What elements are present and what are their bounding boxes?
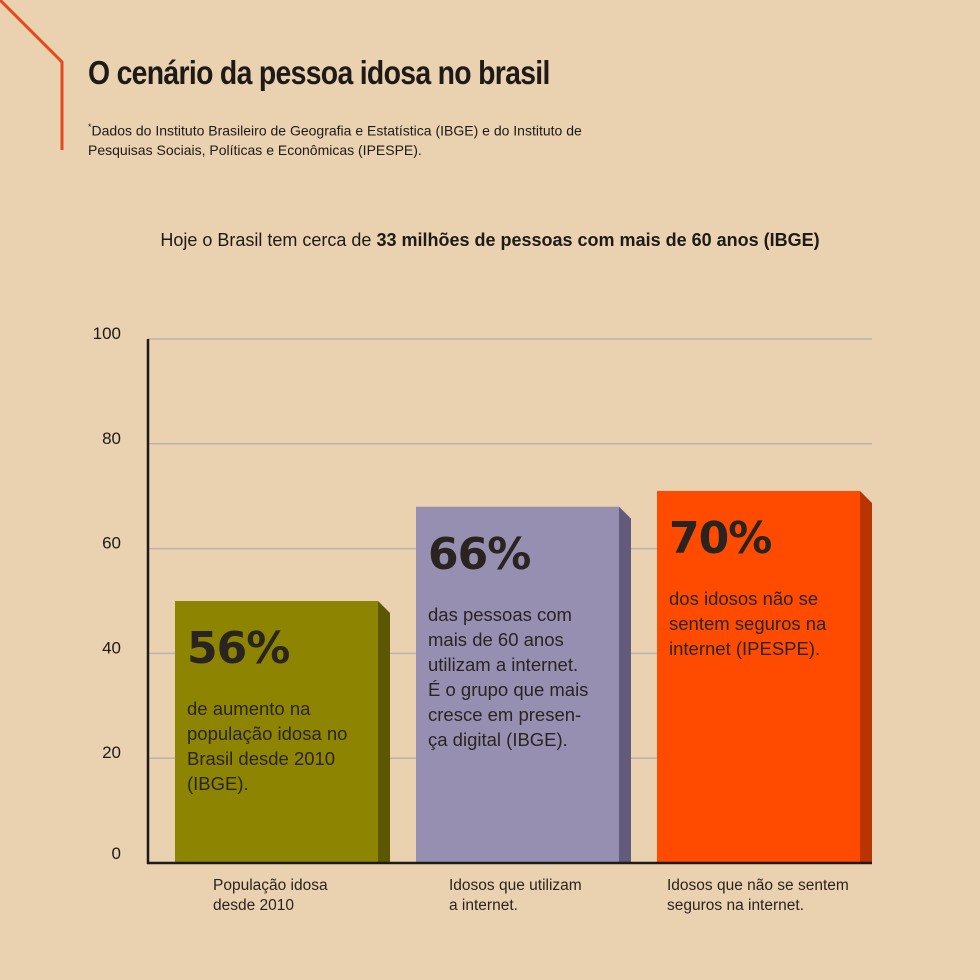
y-tick-label: 20 — [102, 743, 121, 762]
y-tick-label: 40 — [102, 638, 121, 657]
bar-side — [378, 601, 390, 863]
y-tick-label: 0 — [112, 844, 121, 863]
bar-description-line: mais de 60 anos — [428, 628, 564, 650]
corner-accent-line — [0, 0, 64, 150]
bar — [175, 601, 378, 863]
bar-description-line: internet (IPESPE). — [669, 637, 821, 659]
bar-description-line: de aumento na — [187, 698, 311, 719]
bar-description: dos idosos não se sentem seguros na intern… — [669, 586, 856, 661]
bar-description-line: das pessoas com — [428, 603, 572, 625]
bar-description: das pessoas com mais de 60 anos utilizam a… — [428, 602, 615, 752]
bar-value-label: 56% — [187, 623, 290, 674]
bar-description-line: cresce em presen- — [428, 703, 582, 725]
x-category-label-line: Idosos que não se sentem — [667, 877, 849, 894]
bar-description-line: população idosa no — [187, 723, 348, 744]
x-category-label-line: seguros na internet. — [667, 897, 805, 914]
page-title: O cenário da pessoa idosa no brasil — [88, 54, 550, 91]
bar — [657, 490, 860, 863]
bar-description-line: ça digital (IBGE). — [428, 728, 568, 750]
bar-description-line: dos idosos não se — [669, 587, 819, 609]
x-category-label-line: Idosos que utilizam — [449, 877, 582, 894]
headline-bold: 33 milhões de pessoas com mais de 60 ano… — [376, 230, 820, 250]
y-tick-label: 60 — [102, 534, 121, 553]
headline-prefix: Hoje o Brasil tem cerca de — [160, 230, 377, 250]
y-tick-label: 80 — [102, 429, 121, 448]
bar-description-line: Brasil desde 2010 — [187, 748, 336, 769]
source-note: *Dados do Instituto Brasileiro de Geogra… — [88, 118, 628, 160]
bar — [416, 506, 619, 863]
bar-annotation: 56% de aumento na população idosa no Brasil… — [187, 623, 374, 796]
x-category-label-line: desde 2010 — [213, 897, 295, 914]
x-category-label: Idosos que não se sentem seguros na inter… — [667, 876, 849, 916]
bar-annotation: 70% dos idosos não se sentem seguros na int… — [669, 513, 856, 661]
chart-headline: Hoje o Brasil tem cerca de 33 milhões de… — [0, 230, 980, 251]
bar-description-line: sentem seguros na — [669, 612, 827, 634]
x-category-label-line: a internet. — [449, 897, 518, 914]
bar-value-label: 66% — [428, 528, 531, 580]
bar-side — [860, 490, 872, 863]
bar-description-line: É o grupo que mais — [428, 678, 589, 700]
bar-description-line: utilizam a internet. — [428, 653, 579, 675]
source-note-text: Dados do Instituto Brasileiro de Geograf… — [88, 122, 582, 158]
bar-description: de aumento na população idosa no Brasil de… — [187, 696, 374, 796]
bar-value-label: 70% — [669, 512, 772, 564]
y-tick-label: 100 — [93, 324, 121, 343]
x-category-label: População idosa desde 2010 — [213, 876, 328, 916]
x-category-label-line: População idosa — [213, 877, 328, 894]
bar-annotation: 66% das pessoas com mais de 60 anos utiliza… — [428, 529, 615, 752]
source-asterisk: * — [88, 122, 92, 132]
bar-side — [619, 506, 631, 863]
x-category-label: Idosos que utilizam a internet. — [449, 876, 582, 916]
bar-description-line: (IBGE). — [187, 773, 249, 794]
